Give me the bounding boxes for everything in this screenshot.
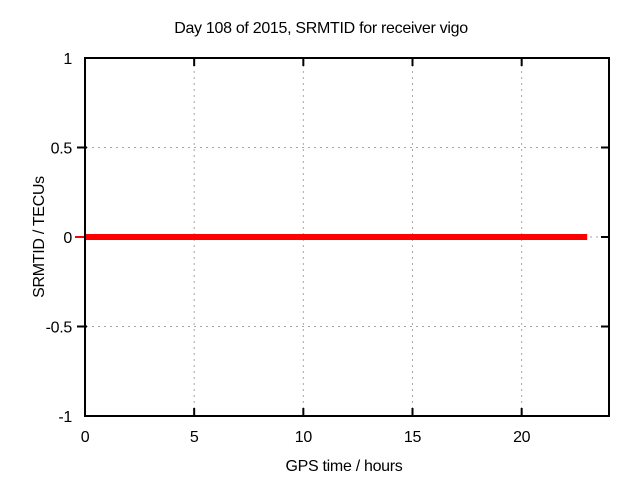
tick-label-layer: 0 5 10 15 20 -1 -0.5 0 0.5 1 [46,51,531,446]
y-tick-label: -1 [58,409,72,426]
plot-border [84,57,610,417]
y-tick-label: 0.5 [51,141,73,158]
x-tick-label: 15 [404,429,422,446]
chart-title: Day 108 of 2015, SRMTID for receiver vig… [174,20,468,37]
x-tick-label: 0 [81,429,90,446]
x-axis-label: GPS time / hours [285,458,402,475]
x-tick-label: 5 [190,429,199,446]
y-tick-label: 1 [63,51,72,68]
x-tick-label: 10 [295,429,313,446]
x-tick-label: 20 [513,429,531,446]
y-tick-label: 0 [63,230,72,247]
tick-layer [75,59,608,415]
y-axis-label: SRMTID / TECUs [31,176,48,298]
y-tick-label: -0.5 [46,320,73,337]
